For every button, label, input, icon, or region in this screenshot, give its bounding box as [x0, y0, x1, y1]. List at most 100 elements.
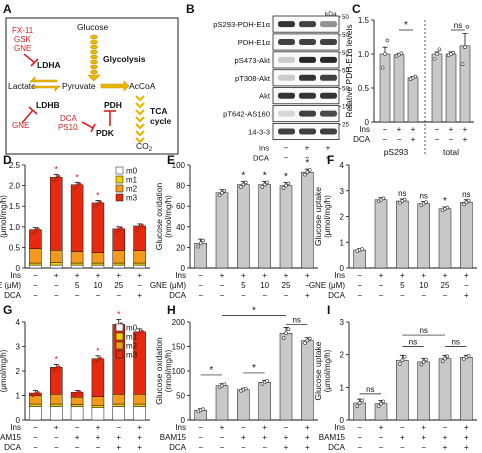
panel-label-e: E — [167, 153, 175, 167]
blot-band — [278, 21, 295, 28]
y-tick-label: 100 — [172, 367, 186, 376]
condition-value: − — [383, 125, 388, 134]
condition-value: + — [220, 423, 225, 432]
data-point — [381, 399, 386, 404]
condition-value: + — [443, 433, 448, 442]
blot-band — [278, 92, 295, 99]
blot-band — [320, 39, 337, 45]
data-point — [437, 47, 442, 52]
condition-value: 10 — [93, 281, 102, 290]
condition-value: + — [443, 271, 448, 280]
condition-value: + — [379, 271, 384, 280]
y-tick-label: 1.0 — [358, 50, 370, 59]
condition-value: + — [262, 433, 267, 442]
condition-value: + — [116, 443, 121, 452]
y-tick-label: 100 — [172, 161, 186, 170]
condition-value: − — [357, 433, 362, 442]
data-point — [379, 401, 383, 406]
panel-label-f: F — [327, 153, 334, 167]
ldha-label: LDHA — [37, 60, 61, 70]
y-tick-label: 0 — [365, 118, 370, 127]
data-point — [402, 197, 407, 202]
data-point — [303, 341, 307, 345]
condition-label: DCA — [4, 443, 22, 452]
condition-value: − — [357, 291, 362, 300]
condition-label: GNE (μM) — [150, 281, 186, 290]
condition-value: + — [305, 433, 310, 442]
condition-value: − — [435, 135, 440, 144]
condition-value: + — [463, 125, 468, 134]
stack-segment-m1 — [50, 403, 63, 407]
tca-label-2: cycle — [150, 116, 172, 126]
chart-f: 0 1 2 3 4 Glucose uptake (μmol/mg/h) ns ns * ns Ins… — [309, 161, 477, 300]
stack-segment-m0 — [50, 406, 63, 421]
condition-label: DCA — [328, 291, 346, 300]
data-point — [402, 354, 407, 359]
condition-value: − — [241, 291, 246, 300]
ldhb-label: LDHB — [36, 100, 60, 110]
condition-value: + — [443, 443, 448, 452]
bar — [393, 54, 405, 123]
condition-value: − — [220, 443, 225, 452]
condition-label: BAM15 — [319, 433, 346, 442]
data-point — [31, 232, 35, 236]
data-point — [381, 196, 386, 201]
data-point — [445, 205, 450, 210]
blot-band — [278, 128, 295, 135]
y-axis-unit: (μmol/mg/h) — [0, 195, 8, 238]
data-point — [307, 336, 312, 341]
data-point — [357, 401, 362, 405]
condition-value: − — [357, 281, 362, 290]
y-tick-label: 0 — [181, 416, 186, 425]
bar — [279, 333, 293, 421]
condition-value: + — [54, 423, 59, 432]
condition-value: − — [33, 423, 38, 432]
condition-label: Ins — [359, 125, 370, 134]
stack-segment-m1 — [112, 262, 125, 266]
y-axis-label: Glucose oxidation — [154, 337, 164, 405]
data-point — [360, 247, 364, 251]
condition-value: − — [198, 291, 203, 300]
significance-mark: ns — [409, 338, 417, 347]
blot-condition-value: + — [305, 143, 310, 152]
stack-segment-m1 — [70, 404, 84, 407]
condition-value: − — [198, 423, 203, 432]
y-axis-label: Glucose uptake — [313, 187, 323, 246]
condition-value: + — [411, 125, 416, 134]
data-point — [424, 357, 428, 362]
bar — [258, 382, 271, 421]
data-point — [137, 226, 142, 230]
blot-label: 14-3-3 — [248, 128, 270, 137]
y-tick-label: 50 — [176, 392, 185, 401]
condition-value: − — [400, 423, 405, 432]
significance-mark: * — [209, 365, 213, 376]
significance-mark: ns — [462, 190, 470, 199]
data-point — [222, 188, 227, 193]
stack-segment-m3 — [91, 202, 105, 254]
data-point — [117, 228, 121, 233]
condition-value: − — [383, 135, 388, 144]
gsk-label: GSK — [14, 35, 32, 44]
bar — [445, 53, 457, 123]
data-point — [303, 172, 307, 177]
legend-swatch-m0 — [115, 323, 124, 332]
bar — [301, 171, 314, 269]
bar — [194, 243, 207, 269]
blot-band — [278, 74, 295, 81]
condition-value: + — [137, 271, 142, 280]
condition-value: − — [443, 423, 448, 432]
data-point — [77, 182, 82, 186]
data-point — [281, 336, 286, 340]
legend-label: m2 — [126, 342, 138, 351]
significance-mark: * — [96, 190, 100, 200]
condition-value: + — [305, 271, 310, 280]
stack-segment-m2 — [50, 394, 63, 405]
condition-value: − — [443, 291, 448, 300]
condition-value: − — [464, 281, 469, 290]
significance-mark: ns — [366, 385, 374, 394]
significance-mark: * — [54, 164, 58, 174]
condition-value: − — [198, 271, 203, 280]
stack-segment-m3 — [133, 225, 146, 251]
condition-value: + — [284, 443, 289, 452]
chart-d: 00.51.01.52.02.5Lactate production(μmol/… — [0, 161, 150, 300]
